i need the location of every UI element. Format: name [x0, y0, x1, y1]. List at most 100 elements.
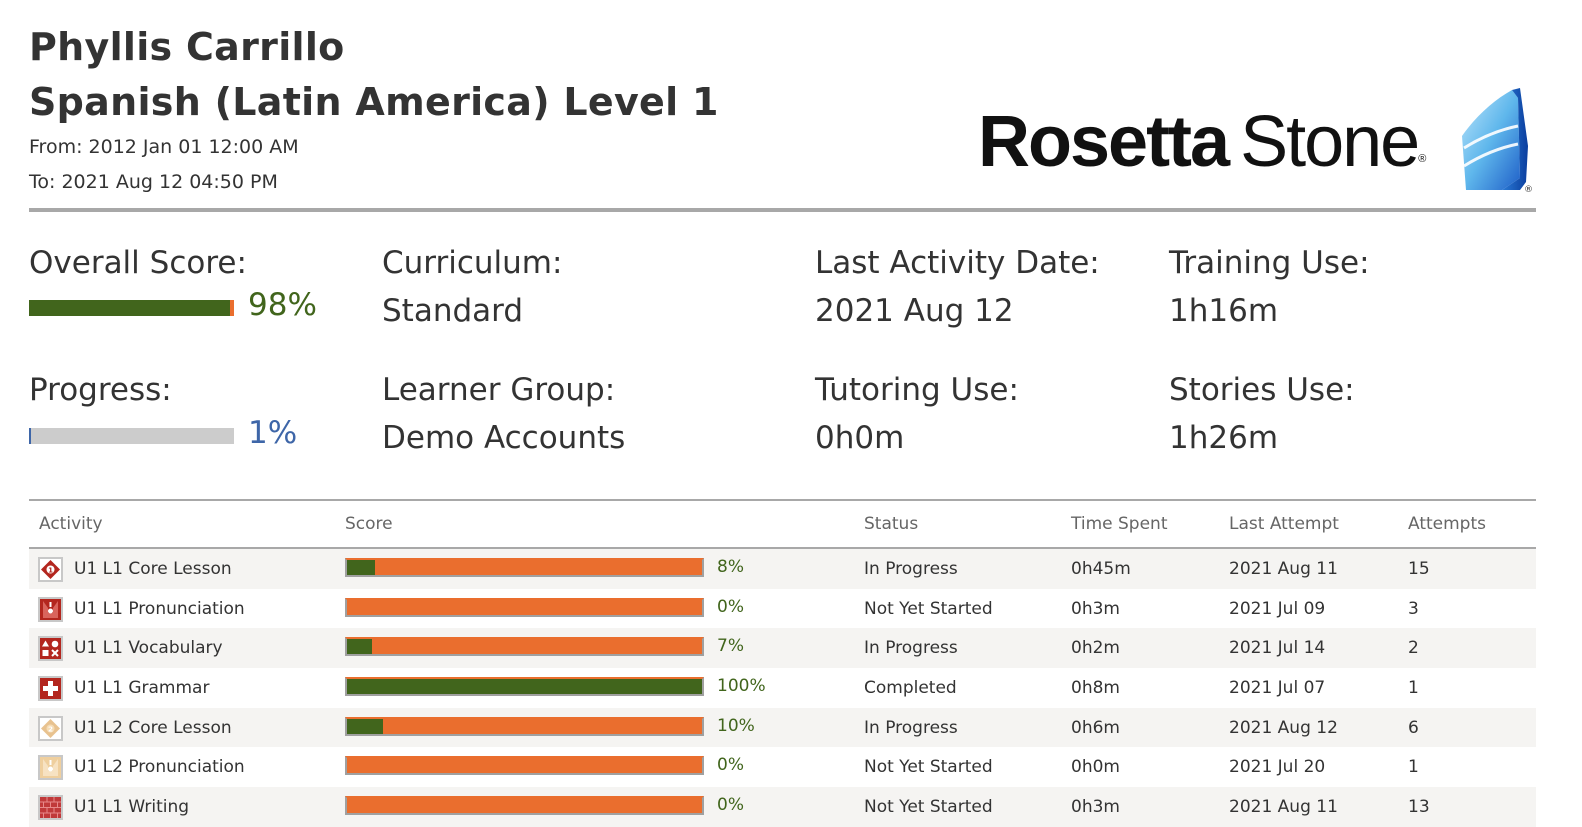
time-spent: 0h6m	[1071, 717, 1120, 738]
overall-score-label: Overall Score:	[29, 245, 247, 281]
time-spent: 0h8m	[1071, 678, 1120, 699]
progress-label: Progress:	[29, 372, 172, 408]
activity-name[interactable]: U1 L2 Pronunciation	[74, 757, 245, 778]
column-header-score[interactable]: Score	[345, 514, 393, 534]
time-spent: 0h0m	[1071, 757, 1120, 778]
column-header-last-attempt[interactable]: Last Attempt	[1229, 514, 1339, 534]
attempts: 3	[1408, 598, 1419, 619]
pronunciation-2-icon	[38, 755, 63, 781]
attempts: 6	[1408, 717, 1419, 738]
activity-name[interactable]: U1 L1 Vocabulary	[74, 638, 223, 659]
header-divider	[29, 208, 1536, 212]
time-spent: 0h2m	[1071, 638, 1120, 659]
progress-bar	[29, 428, 234, 444]
score-bar-fill	[347, 560, 376, 575]
score-percent: 7%	[717, 636, 744, 657]
last-attempt: 2021 Jul 07	[1229, 678, 1326, 699]
last-attempt: 2021 Jul 20	[1229, 757, 1326, 778]
svg-text:2: 2	[48, 725, 53, 733]
activity-name[interactable]: U1 L1 Writing	[74, 797, 190, 818]
rosetta-stone-logo-icon: ®	[1458, 86, 1534, 198]
curriculum-value: Standard	[382, 293, 524, 329]
score-bar	[345, 756, 704, 776]
learner-group-value: Demo Accounts	[382, 420, 626, 456]
table-row[interactable]: U1 L1 Grammar 100% Completed 0h8m 2021 J…	[29, 668, 1536, 708]
last-attempt: 2021 Jul 14	[1229, 638, 1326, 659]
course-title: Spanish (Latin America) Level 1	[29, 80, 719, 124]
column-header-attempts[interactable]: Attempts	[1408, 514, 1486, 534]
table-header: Activity Score Status Time Spent Last At…	[29, 499, 1536, 549]
activity-name[interactable]: U1 L1 Pronunciation	[74, 598, 245, 619]
activity-name[interactable]: U1 L2 Core Lesson	[74, 717, 232, 738]
learner-name: Phyllis Carrillo	[29, 25, 345, 69]
progress-value: 1%	[248, 415, 298, 451]
column-header-time-spent[interactable]: Time Spent	[1071, 514, 1168, 534]
stories-use-label: Stories Use:	[1169, 372, 1355, 408]
core-lesson-2-icon: 2	[38, 715, 63, 741]
status: In Progress	[864, 717, 958, 738]
table-row[interactable]: U1 L1 Pronunciation 0% Not Yet Started 0…	[29, 589, 1536, 629]
svg-text:1: 1	[48, 566, 53, 574]
last-activity-value: 2021 Aug 12	[815, 293, 1014, 329]
curriculum-label: Curriculum:	[382, 245, 563, 281]
svg-text:®: ®	[1524, 185, 1533, 194]
learner-group-label: Learner Group:	[382, 372, 616, 408]
activity-name[interactable]: U1 L1 Core Lesson	[74, 559, 232, 579]
score-bar	[345, 677, 704, 697]
status: Not Yet Started	[864, 797, 993, 818]
last-attempt: 2021 Aug 12	[1229, 717, 1338, 738]
table-row[interactable]: U1 L1 Vocabulary 7% In Progress 0h2m 202…	[29, 628, 1536, 669]
tutoring-use-label: Tutoring Use:	[815, 372, 1019, 408]
time-spent: 0h3m	[1071, 598, 1120, 619]
date-to: To: 2021 Aug 12 04:50 PM	[29, 171, 278, 193]
table-row[interactable]: 2 U1 L2 Core Lesson 10% In Progress 0h6m…	[29, 707, 1536, 748]
activity-table: Activity Score Status Time Spent Last At…	[29, 499, 1536, 827]
stories-use-value: 1h26m	[1169, 420, 1279, 456]
score-percent: 100%	[717, 676, 766, 697]
status: Completed	[864, 678, 957, 699]
score-bar-fill	[347, 718, 383, 734]
writing-icon	[38, 795, 63, 821]
attempts: 1	[1408, 678, 1419, 699]
overall-score-fill	[29, 300, 230, 316]
time-spent: 0h45m	[1071, 559, 1131, 579]
training-use-value: 1h16m	[1169, 293, 1279, 329]
status: Not Yet Started	[864, 757, 993, 778]
score-bar	[345, 558, 704, 577]
last-attempt: 2021 Jul 09	[1229, 598, 1326, 619]
status: Not Yet Started	[864, 598, 993, 619]
status: In Progress	[864, 638, 958, 659]
overall-score-value: 98%	[248, 287, 317, 323]
score-percent: 10%	[717, 715, 755, 736]
score-bar	[345, 716, 704, 736]
vocabulary-icon	[38, 636, 63, 662]
table-row[interactable]: 1 U1 L1 Core Lesson 8% In Progress 0h45m…	[29, 549, 1536, 589]
score-percent: 0%	[717, 596, 744, 617]
progress-fill	[29, 428, 32, 444]
score-bar-fill	[347, 639, 372, 655]
table-row[interactable]: U1 L1 Writing 0% Not Yet Started 0h3m 20…	[29, 787, 1536, 827]
attempts: 15	[1408, 559, 1430, 579]
status: In Progress	[864, 559, 958, 579]
pronunciation-icon	[38, 596, 63, 622]
last-attempt: 2021 Aug 11	[1229, 559, 1338, 579]
score-percent: 0%	[717, 755, 744, 776]
column-header-status[interactable]: Status	[864, 514, 919, 534]
date-from: From: 2012 Jan 01 12:00 AM	[29, 136, 299, 158]
attempts: 13	[1408, 797, 1430, 818]
rosetta-stone-logo: Rosetta Stone® ®	[978, 86, 1538, 196]
attempts: 2	[1408, 638, 1419, 659]
tutoring-use-value: 0h0m	[815, 420, 905, 456]
activity-name[interactable]: U1 L1 Grammar	[74, 678, 210, 699]
column-header-activity[interactable]: Activity	[39, 514, 103, 534]
score-percent: 8%	[717, 557, 744, 577]
training-use-label: Training Use:	[1169, 245, 1370, 281]
table-row[interactable]: U1 L2 Pronunciation 0% Not Yet Started 0…	[29, 747, 1536, 787]
last-activity-label: Last Activity Date:	[815, 245, 1100, 281]
score-bar	[345, 637, 704, 657]
score-percent: 0%	[717, 795, 744, 816]
score-bar-fill	[347, 679, 702, 695]
logo-wordmark: Rosetta Stone®	[978, 102, 1427, 182]
score-bar	[345, 796, 704, 816]
grammar-icon	[38, 676, 63, 702]
